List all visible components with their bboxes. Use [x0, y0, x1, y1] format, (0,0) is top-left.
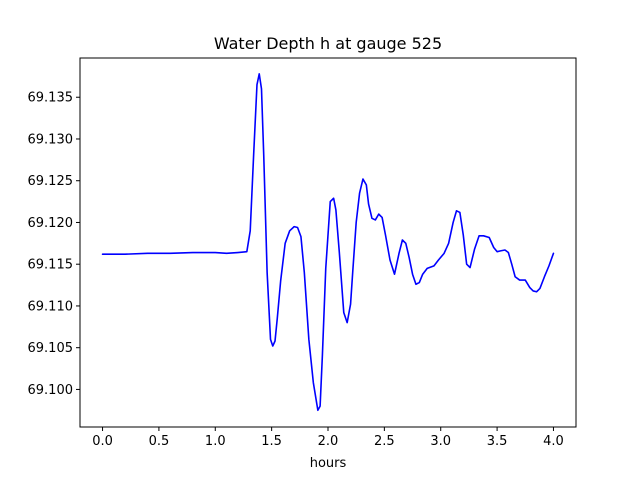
y-axis-ticks: 69.100 69.105 69.110 69.115 69.120 69.125 69.1… [28, 91, 80, 398]
series-line-0 [101, 73, 555, 412]
x-tick-label: 3.5 [487, 434, 508, 449]
y-tick-label: 69.135 [28, 91, 74, 106]
y-tick-label: 69.100 [28, 383, 74, 398]
axes-frame [79, 57, 577, 428]
x-tick-label: 0.0 [92, 434, 113, 449]
y-tick-label: 69.115 [28, 258, 74, 273]
x-tick-label: 1.5 [261, 434, 282, 449]
y-tick-label: 69.105 [28, 341, 74, 356]
x-axis-ticks: 0.0 0.5 1.0 1.5 2.0 2.5 3.0 3.5 4.0 [92, 427, 564, 449]
x-tick-label: 2.0 [318, 434, 339, 449]
x-axis-label: hours [310, 456, 347, 471]
x-tick-label: 2.5 [374, 434, 395, 449]
x-tick-label: 4.0 [543, 434, 564, 449]
x-tick-label: 0.5 [149, 434, 170, 449]
y-tick-label: 69.125 [28, 174, 74, 189]
plot-area [101, 73, 555, 412]
x-tick-label: 1.0 [205, 434, 226, 449]
y-tick-label: 69.130 [28, 132, 74, 147]
chart-title: Water Depth h at gauge 525 [214, 34, 442, 53]
x-tick-label: 3.0 [430, 434, 451, 449]
y-tick-label: 69.120 [28, 216, 74, 231]
y-tick-label: 69.110 [28, 299, 74, 314]
